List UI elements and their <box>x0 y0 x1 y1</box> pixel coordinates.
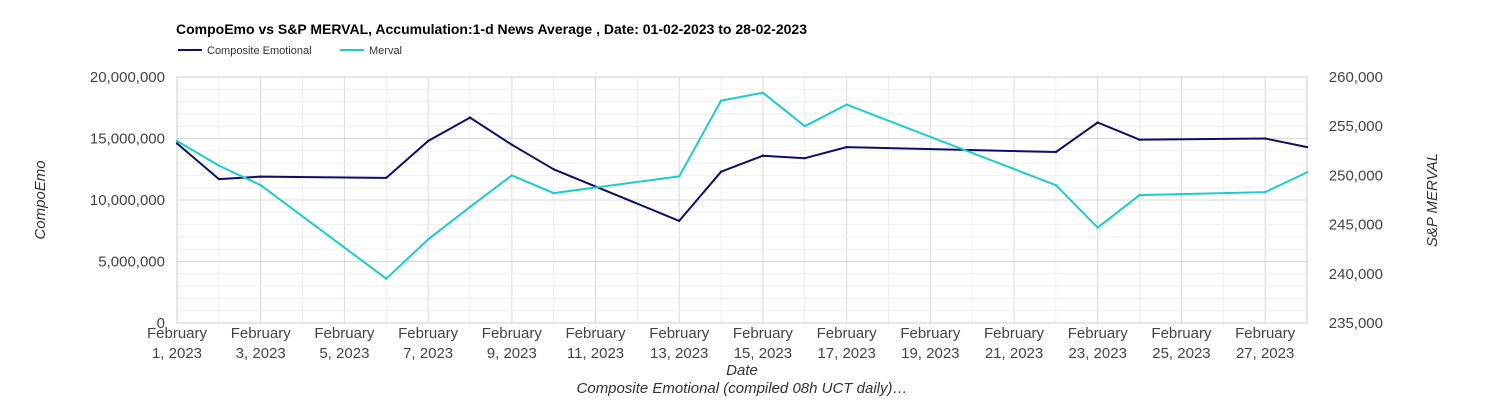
data-point-composite-emotional <box>259 175 262 178</box>
x-tick-label-line2: 17, 2023 <box>817 345 875 362</box>
x-tick-label-line1: February <box>900 325 961 342</box>
right-y-tick-label: 260,000 <box>1329 69 1383 86</box>
right-y-tick-label: 235,000 <box>1329 315 1383 332</box>
data-point-merval <box>845 103 848 106</box>
data-point-composite-emotional <box>510 143 513 146</box>
right-y-tick-label: 250,000 <box>1329 167 1383 184</box>
x-tick-label-line1: February <box>984 325 1045 342</box>
data-point-merval <box>719 99 723 102</box>
x-tick-label-line1: February <box>733 325 794 342</box>
series-line-composite-emotional <box>176 116 1308 222</box>
data-point-merval <box>1054 184 1058 187</box>
data-point-merval <box>1138 193 1141 197</box>
right-y-axis-title: S&P MERVAL <box>1424 153 1441 247</box>
data-point-merval <box>510 174 513 177</box>
x-tick-label-line2: 15, 2023 <box>734 345 792 362</box>
data-point-composite-emotional <box>217 177 221 181</box>
data-point-merval <box>803 125 806 128</box>
right-y-axis-ticks: 235,000 240,000 245,000 250,000 255,000 260,0… <box>1329 69 1383 332</box>
x-tick-label-line1: February <box>817 325 878 342</box>
legend-label-merval: Merval <box>369 45 402 57</box>
right-y-tick-label: 240,000 <box>1329 266 1383 283</box>
data-point-composite-emotional <box>1305 145 1309 149</box>
left-y-tick-label: 10,000,000 <box>90 192 165 209</box>
legend-label-composite-emotional: Composite Emotional <box>207 45 312 57</box>
x-tick-label-line1: February <box>649 325 710 342</box>
data-point-merval <box>1096 226 1099 229</box>
data-point-composite-emotional <box>845 145 848 149</box>
x-tick-label-line2: 9, 2023 <box>487 345 537 362</box>
x-axis-title: Date <box>726 362 758 379</box>
x-tick-label-line2: 5, 2023 <box>319 345 369 362</box>
series-line-merval <box>176 91 1308 280</box>
left-y-tick-label: 0 <box>157 315 165 332</box>
left-y-tick-label: 20,000,000 <box>90 69 165 86</box>
data-point-composite-emotional <box>426 139 430 143</box>
x-tick-label-line2: 19, 2023 <box>901 345 959 362</box>
x-tick-label-line1: February <box>314 325 375 342</box>
x-tick-label-line1: February <box>147 325 208 342</box>
x-tick-label-line2: 25, 2023 <box>1152 345 1210 362</box>
x-tick-label-line2: 11, 2023 <box>567 345 624 362</box>
x-tick-label-line2: 27, 2023 <box>1236 345 1294 362</box>
data-point-merval <box>426 238 430 241</box>
data-point-merval <box>468 205 472 209</box>
right-y-tick-label: 255,000 <box>1329 118 1383 135</box>
left-y-tick-label: 5,000,000 <box>98 254 165 271</box>
data-point-composite-emotional <box>1096 121 1099 124</box>
data-point-merval <box>217 164 221 167</box>
data-point-composite-emotional <box>1054 150 1058 154</box>
x-tick-label-line2: 13, 2023 <box>650 345 708 362</box>
data-point-composite-emotional <box>552 168 555 171</box>
left-y-tick-label: 15,000,000 <box>90 131 165 148</box>
data-point-composite-emotional <box>175 142 179 145</box>
x-tick-label-line2: 23, 2023 <box>1069 345 1127 362</box>
legend: Composite Emotional Merval <box>178 45 402 57</box>
x-axis-ticks: February 1, 2023 February 3, 2023 February 5,… <box>147 325 1296 362</box>
left-y-axis-title: CompoEmo <box>32 160 49 239</box>
data-point-composite-emotional <box>1138 138 1141 141</box>
x-tick-label-line1: February <box>231 325 292 342</box>
x-tick-label-line2: 7, 2023 <box>403 345 453 362</box>
chart-title: CompoEmo vs S&P MERVAL, Accumulation:1-d… <box>176 21 807 37</box>
right-y-tick-label: 245,000 <box>1329 217 1383 234</box>
series-layer <box>175 91 1309 280</box>
data-point-composite-emotional <box>468 116 472 119</box>
data-point-merval <box>761 91 765 94</box>
x-tick-label-line2: 3, 2023 <box>236 345 286 362</box>
x-tick-label-line1: February <box>566 325 627 342</box>
data-point-composite-emotional <box>1263 137 1267 140</box>
data-point-composite-emotional <box>719 170 723 173</box>
x-tick-label-line1: February <box>1151 325 1212 342</box>
data-point-composite-emotional <box>803 157 806 160</box>
x-tick-label-line1: February <box>1068 325 1129 342</box>
data-point-merval <box>1305 171 1309 174</box>
x-tick-label-line1: February <box>398 325 459 342</box>
data-point-composite-emotional <box>761 154 765 157</box>
data-point-composite-emotional <box>678 219 681 223</box>
x-tick-label-line2: 21, 2023 <box>985 345 1043 362</box>
data-point-merval <box>259 184 262 187</box>
data-point-merval <box>1263 190 1267 194</box>
data-point-merval <box>175 139 179 143</box>
data-point-merval <box>678 175 681 178</box>
x-tick-label-line1: February <box>482 325 543 342</box>
plot-area-frame <box>176 76 1308 324</box>
chart-footnote: Composite Emotional (compiled 08h UCT da… <box>577 380 908 397</box>
data-point-composite-emotional <box>385 176 388 180</box>
left-y-axis-ticks: 0 5,000,000 10,000,000 15,000,000 20,000,000 <box>90 69 165 332</box>
data-point-merval <box>552 191 555 195</box>
gridlines <box>176 76 1308 324</box>
x-tick-label-line2: 1, 2023 <box>152 345 202 362</box>
data-point-merval <box>385 277 388 280</box>
x-tick-label-line1: February <box>1235 325 1296 342</box>
